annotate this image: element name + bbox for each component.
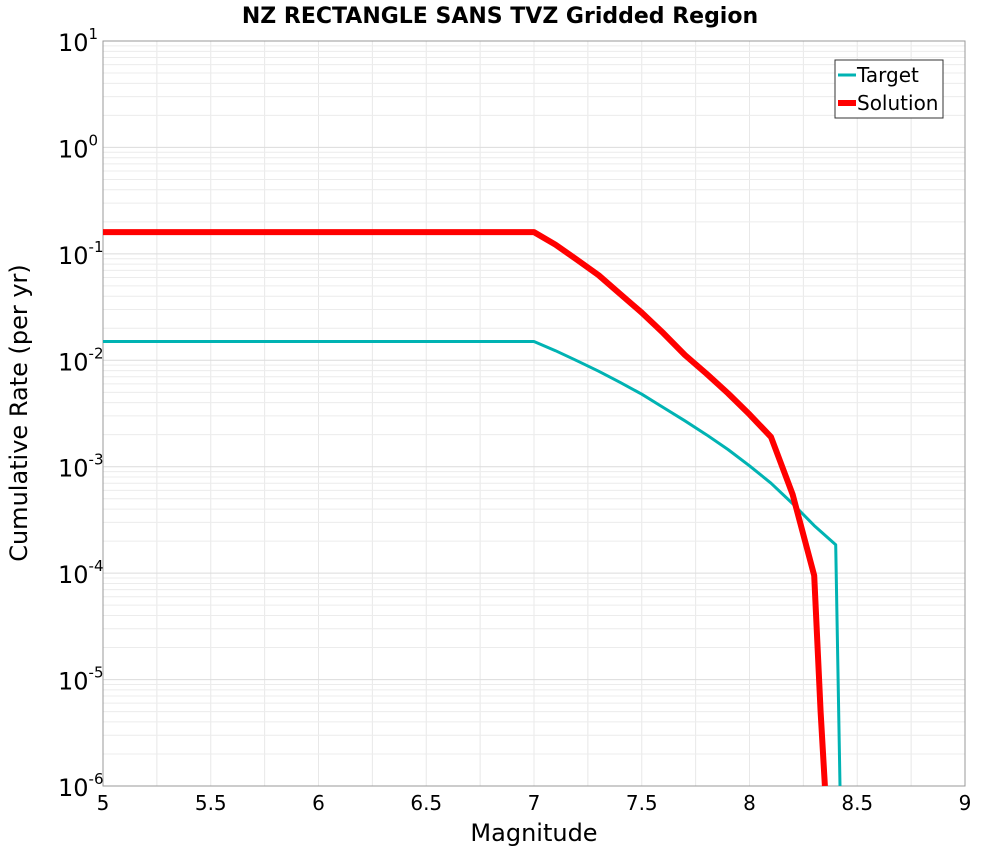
x-tick-label: 7 (528, 791, 541, 815)
plot-frame (102, 40, 966, 787)
legend-label-solution: Solution (857, 91, 938, 115)
y-tick-label: 10-4 (58, 557, 104, 589)
x-tick-label: 6 (312, 791, 325, 815)
y-tick-label: 101 (58, 25, 98, 57)
y-axis-label: Cumulative Rate (per yr) (5, 264, 33, 562)
y-tick-label: 10-6 (58, 770, 104, 802)
x-tick-label: 9 (959, 791, 972, 815)
series-group (103, 229, 842, 787)
x-axis-label: Magnitude (470, 819, 597, 847)
y-tick-labels: 10-6 10-5 10-4 10-3 10-2 10-1 100 101 (58, 25, 104, 802)
grid (102, 41, 966, 787)
legend-box (834, 59, 944, 119)
x-tick-labels: 5 5.5 6 6.5 7 7.5 8 8.5 9 (97, 791, 972, 815)
x-tick-label: 7.5 (626, 791, 658, 815)
x-tick-label: 5.5 (195, 791, 227, 815)
x-tick-label: 8 (743, 791, 756, 815)
x-tick-label: 8.5 (841, 791, 873, 815)
y-tick-label: 10-5 (58, 664, 104, 696)
x-tick-label: 5 (97, 791, 110, 815)
series-line-solution (103, 229, 828, 787)
series-line-target (103, 340, 842, 787)
legend: Target Solution (834, 59, 944, 119)
legend-label-target: Target (856, 63, 919, 87)
y-tick-label: 10-3 (58, 451, 104, 483)
y-tick-label: 10-2 (58, 344, 104, 376)
chart-title: NZ RECTANGLE SANS TVZ Gridded Region (242, 4, 758, 29)
y-tick-label: 100 (58, 131, 98, 163)
y-tick-label: 10-1 (58, 238, 104, 270)
x-tick-label: 6.5 (410, 791, 442, 815)
